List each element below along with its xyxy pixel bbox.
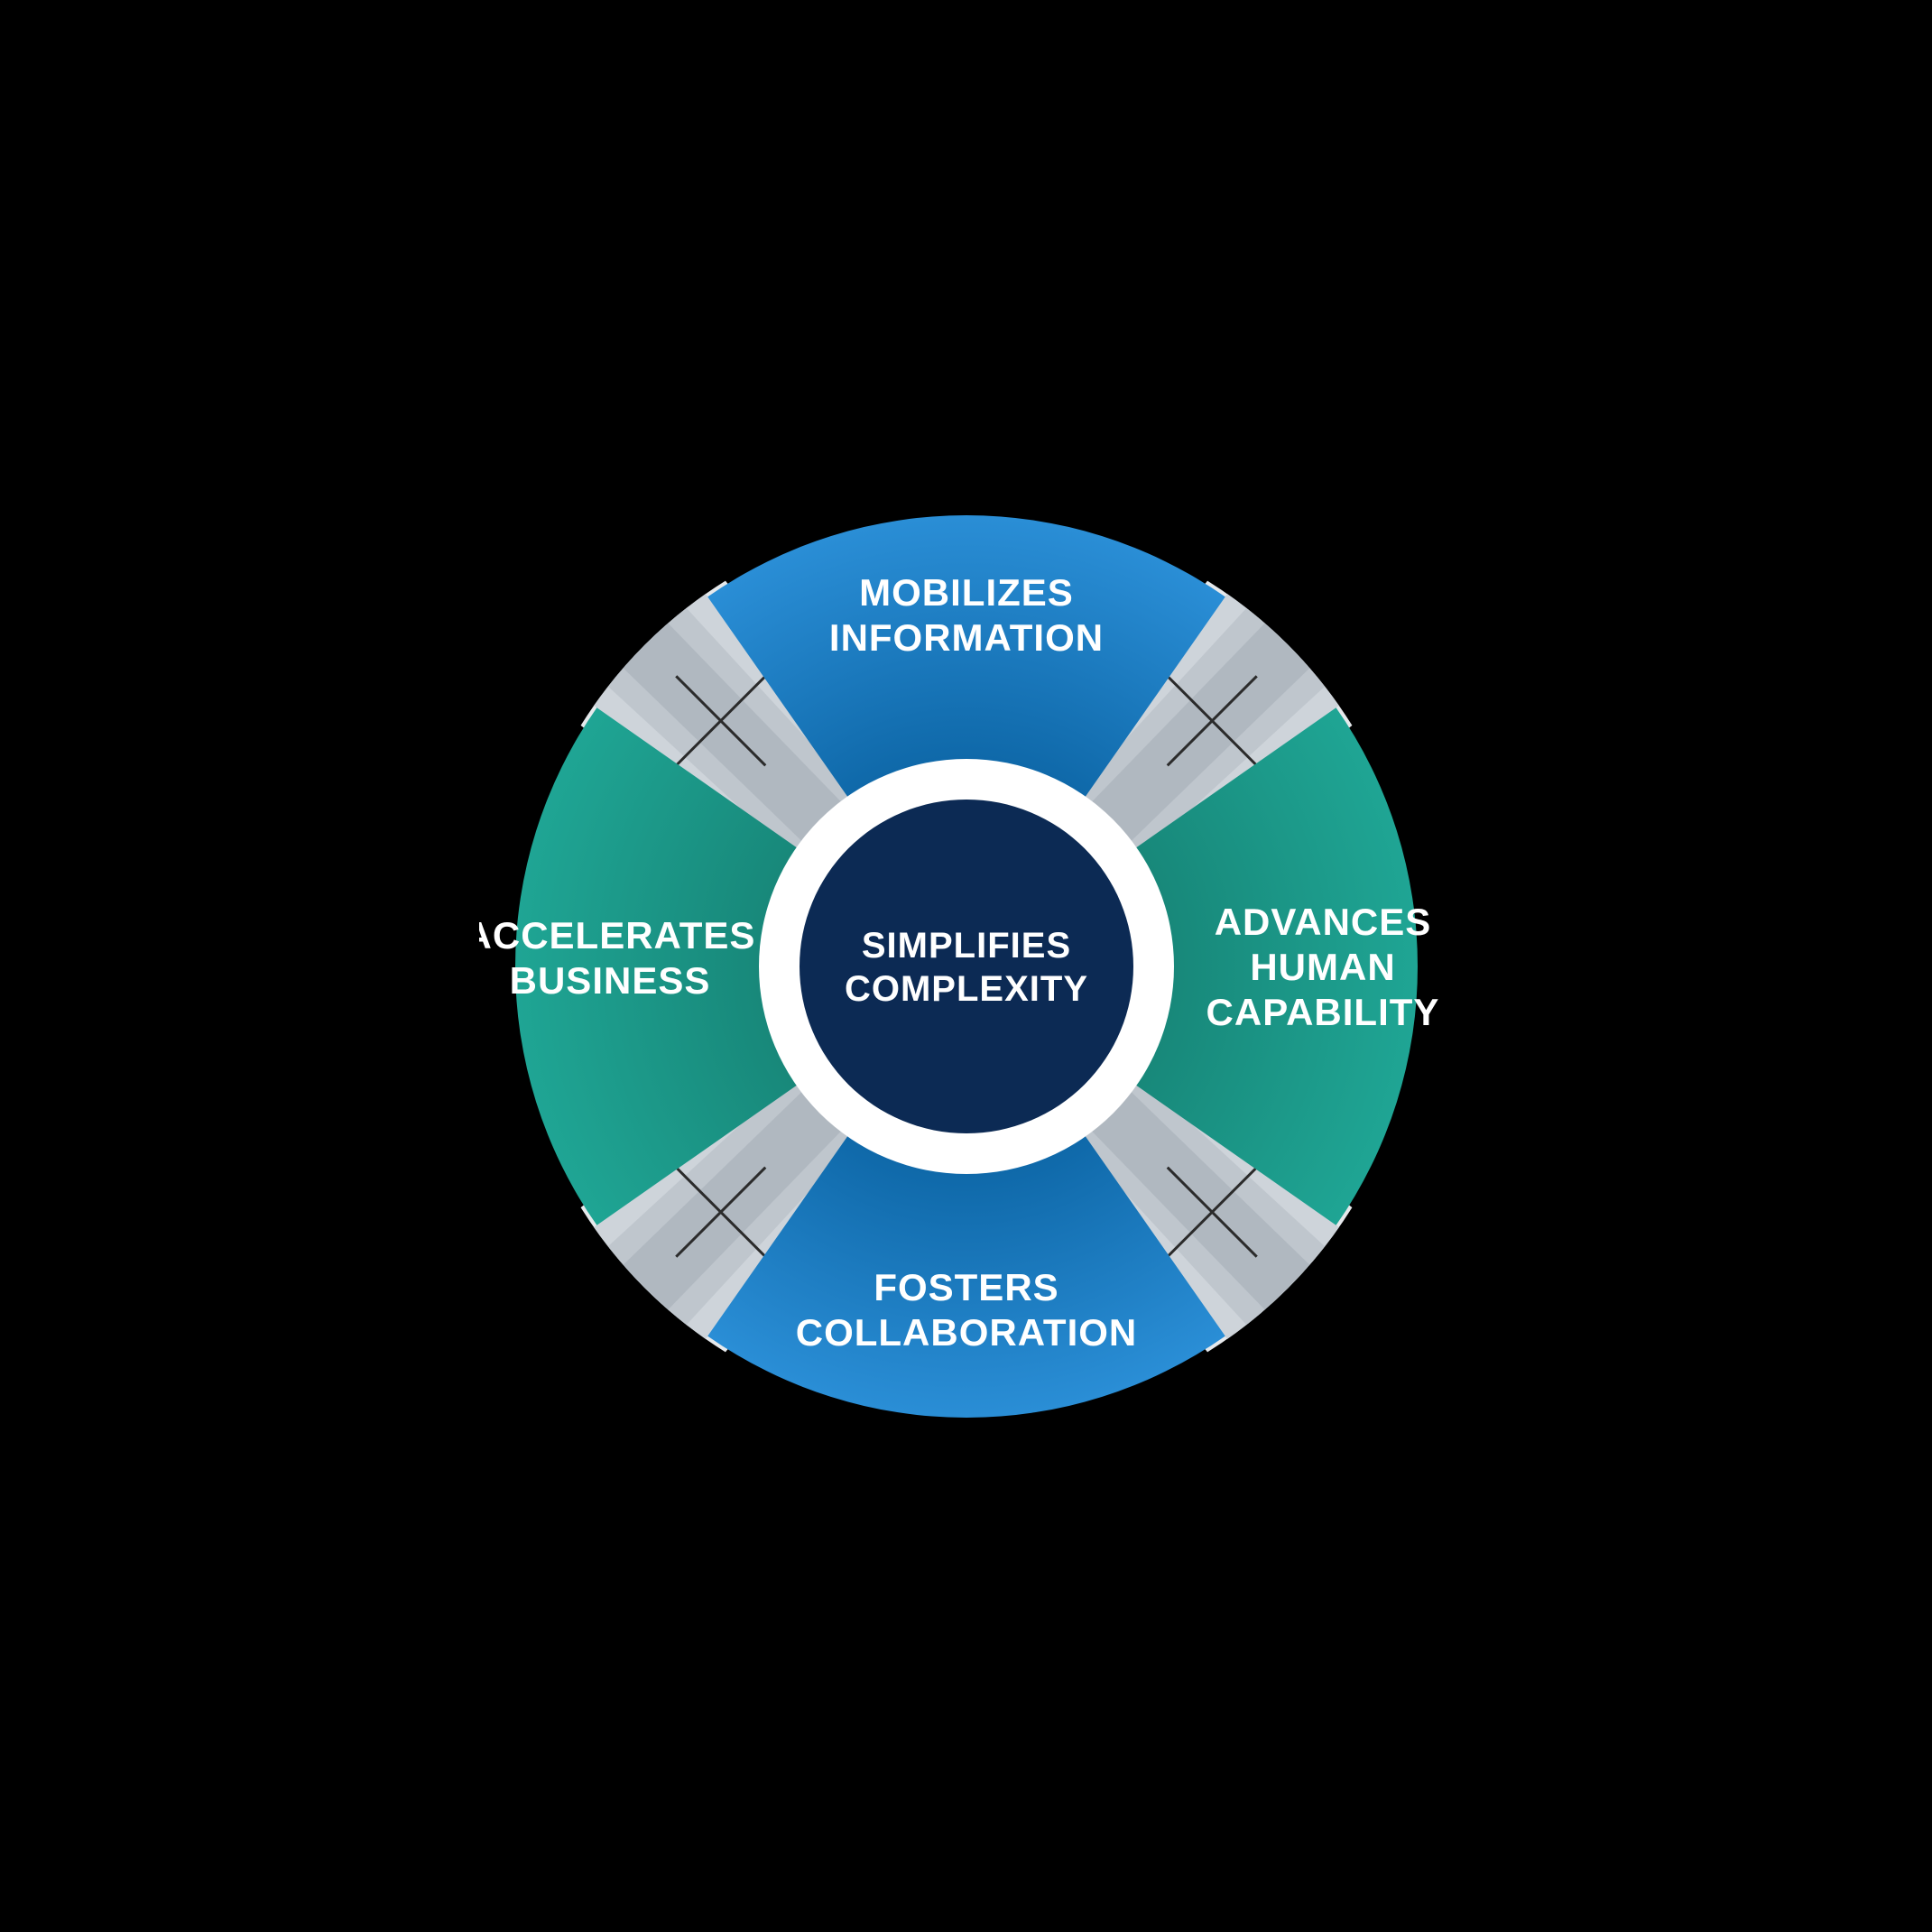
label-right-2: HUMAN <box>1250 946 1395 988</box>
label-left-2: BUSINESS <box>509 959 710 1002</box>
diagram-container: SIMPLIFIESCOMPLEXITY MOBILIZESINFORMATION… <box>0 0 1932 1932</box>
radial-diagram: SIMPLIFIESCOMPLEXITY MOBILIZESINFORMATION… <box>479 479 1454 1454</box>
label-top-2: INFORMATION <box>828 616 1103 659</box>
label-right-1: ADVANCES <box>1214 901 1431 943</box>
center-circle <box>800 800 1133 1133</box>
label-top-1: MOBILIZES <box>859 571 1074 614</box>
label-left-1: ACCELERATES <box>479 914 755 957</box>
label-bottom-2: COLLABORATION <box>795 1311 1137 1354</box>
label-bottom-1: FOSTERS <box>874 1266 1058 1308</box>
center-label-1: SIMPLIFIES <box>861 926 1070 966</box>
label-right-3: CAPABILITY <box>1206 991 1439 1033</box>
center-label-2: COMPLEXITY <box>844 969 1087 1009</box>
